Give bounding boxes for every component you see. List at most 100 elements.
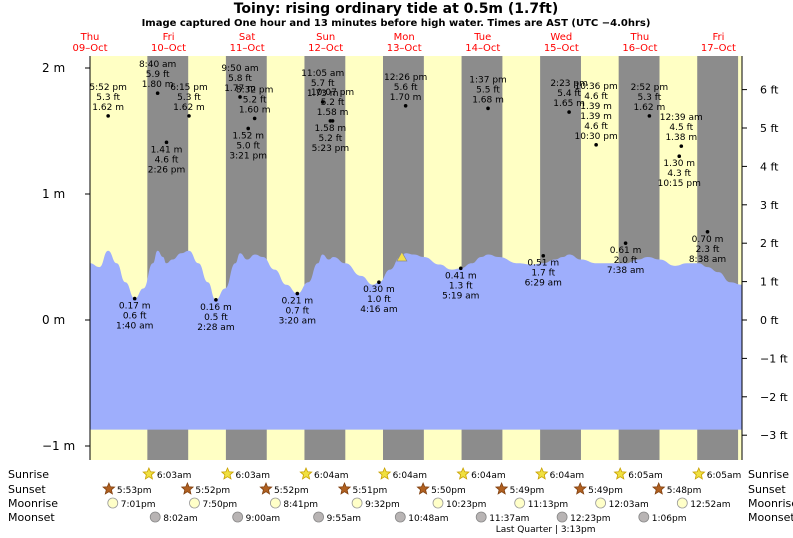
chart-title: Toiny: rising ordinary tide at 0.5m (1.7…	[234, 1, 559, 17]
sunset-icon	[180, 481, 195, 495]
moonset-icon	[232, 511, 244, 523]
day-of-week: Sun	[316, 32, 335, 43]
moonset-icon	[475, 511, 487, 523]
tide-label: 8:40 am	[139, 60, 176, 70]
sun-moon-rows: Sunrise Sunrise 6:03am 6:03am 6:04am 6:04am 6:…	[8, 466, 793, 535]
right-tick-label: 2 ft	[760, 237, 779, 250]
tide-label: 0.41 m	[445, 271, 477, 281]
moonset-icon	[556, 511, 568, 523]
moonset-time: 11:37am	[489, 514, 529, 524]
sunset-icon	[651, 481, 666, 495]
tide-point	[486, 106, 490, 111]
tide-label: 5.3 ft	[638, 93, 662, 103]
tide-point	[403, 104, 408, 108]
sunset-icon	[494, 481, 509, 495]
day-date: 11–Oct	[230, 43, 265, 54]
tide-label: 5:19 am	[442, 291, 479, 301]
sunrise-row-label-right: Sunrise	[748, 468, 789, 481]
moonrise-icon	[676, 497, 688, 509]
tide-point	[106, 114, 110, 118]
tide-label: 5.4 ft	[557, 89, 581, 99]
day-of-week: Fri	[712, 32, 724, 43]
moonrise-icon	[189, 497, 200, 509]
sunset-icon	[102, 481, 116, 495]
tide-label: 1.68 m	[472, 95, 504, 105]
day-date: 16–Oct	[622, 43, 657, 54]
moonrise-time: 8:41pm	[283, 500, 318, 510]
day-date: 12–Oct	[308, 43, 343, 54]
moonrise-time: 12:03am	[609, 500, 649, 510]
tide-point	[187, 114, 191, 118]
day-of-week: Wed	[550, 32, 572, 43]
tide-label: 0.17 m	[119, 302, 151, 312]
moonrise-row-label: Moonrise	[8, 497, 58, 510]
day-date: 14–Oct	[465, 43, 500, 54]
tide-label: 6:15 pm	[170, 83, 208, 93]
sunrise-icon	[456, 466, 470, 480]
sunrise-icon	[220, 466, 235, 480]
tide-label: 5.2 ft	[321, 98, 345, 108]
tide-label: 1.77 m	[224, 84, 256, 94]
tide-label: 1.39 m	[580, 112, 612, 122]
sunset-icon	[337, 481, 352, 495]
sunset-icon	[259, 481, 273, 495]
tide-label: 1.58 m	[315, 124, 347, 134]
tide-point	[567, 110, 571, 114]
tide-point	[377, 280, 381, 285]
right-tick-label: −3 ft	[760, 429, 788, 442]
axes: 2 m 1 m 0 m −1 m 6 ft 5 ft 4 ft 3 ft 2 ft 1 ft 0 f…	[42, 32, 788, 460]
water-level-area	[90, 250, 742, 430]
tide-point	[252, 116, 257, 121]
sunset-time: 5:52pm	[274, 486, 309, 496]
sunrise-time: 6:05am	[628, 471, 663, 481]
tide-label: 5:52 pm	[89, 83, 127, 93]
tide-label: 4.6 ft	[155, 155, 179, 165]
tide-label: 5.5 ft	[476, 85, 500, 95]
day-of-week: Sat	[239, 32, 255, 43]
tide-label: 0.16 m	[200, 303, 232, 313]
tide-label: 0.21 m	[281, 297, 313, 307]
right-tick-label: 1 ft	[760, 276, 779, 289]
sunrise-time: 6:05am	[707, 471, 742, 481]
sunset-row-label: Sunset	[8, 483, 46, 496]
tide-label: 0.5 ft	[204, 313, 228, 323]
moonset-time: 1:06pm	[652, 514, 687, 524]
moonrise-icon	[269, 497, 281, 509]
moonset-icon	[313, 511, 324, 523]
tide-label: 2:26 pm	[148, 165, 186, 175]
right-tick-label: −1 ft	[760, 352, 788, 365]
tide-label: 12:26 pm	[384, 73, 427, 83]
tide-label: 2:52 pm	[631, 83, 669, 93]
tide-label: 0.30 m	[363, 285, 395, 295]
day-of-week: Thu	[80, 32, 100, 43]
tide-label: 11:05 am	[301, 69, 344, 79]
tide-label: 5.0 ft	[236, 141, 260, 151]
tide-label: 8:32 pm	[236, 85, 274, 95]
tide-point	[132, 296, 137, 301]
tide-label: 4.6 ft	[584, 122, 608, 132]
tide-label: 1.70 m	[390, 93, 422, 103]
tide-label: 2:28 am	[197, 323, 234, 333]
tide-label: 10:15 pm	[658, 179, 701, 189]
sunset-row-label-right: Sunset	[748, 483, 786, 496]
sunrise-time: 6:03am	[235, 471, 270, 481]
tide-label: 1.38 m	[665, 133, 697, 143]
tide-label: 1.62 m	[173, 103, 205, 113]
moonrise-time: 7:50pm	[202, 500, 237, 510]
left-tick-label: 2 m	[42, 61, 65, 75]
left-tick-label: −1 m	[42, 439, 75, 453]
tide-point	[155, 91, 160, 95]
tide-label: 1.58 m	[317, 108, 349, 118]
sunset-icon	[573, 481, 587, 495]
tide-point	[623, 241, 628, 245]
day-date: 09–Oct	[72, 43, 107, 54]
tide-label: 0.51 m	[527, 259, 559, 269]
tide-label: 1.62 m	[92, 103, 124, 113]
right-tick-label: 3 ft	[760, 199, 779, 212]
day-date: 15–Oct	[544, 43, 579, 54]
sunrise-time: 6:04am	[471, 471, 506, 481]
moonset-row-label-right: Moonset	[748, 511, 793, 524]
tide-point	[647, 114, 652, 118]
tide-label: 5.3 ft	[96, 93, 120, 103]
